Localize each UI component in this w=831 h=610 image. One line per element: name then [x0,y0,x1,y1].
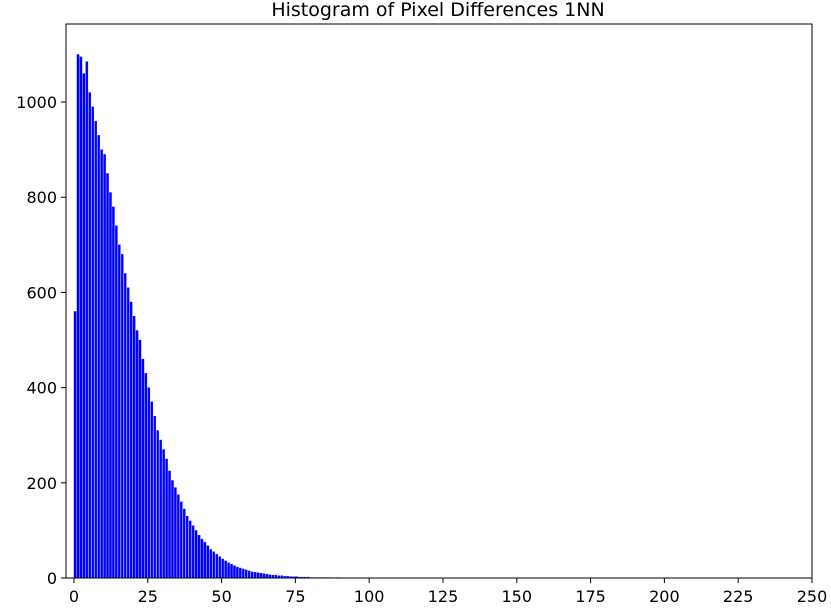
bar [236,566,239,579]
bar [112,206,115,579]
bar [203,542,207,579]
bar [109,192,112,579]
axes-frame [65,23,813,579]
bar [168,470,171,579]
y-tick-label: 600 [26,283,57,302]
bar [250,571,254,579]
bar [227,562,230,579]
chart-title: Histogram of Pixel Differences 1NN [271,0,604,21]
bar [165,458,168,579]
y-tick-label: 200 [26,474,57,493]
bar [171,480,174,579]
bar [218,556,221,579]
bar [85,61,89,579]
bar [153,416,156,579]
x-tick-label: 200 [649,587,680,606]
bar [150,401,154,579]
bar [94,120,97,579]
bar [194,530,198,579]
bar [200,538,204,579]
bar [147,387,151,579]
bar [183,508,186,579]
x-tick-label: 0 [69,587,79,606]
bar [221,558,224,579]
bar [209,549,213,579]
bar [88,92,92,579]
bar [230,564,233,579]
y-tick-label: 800 [26,188,57,207]
bar [215,554,218,579]
bar [118,244,121,579]
bar [82,73,86,579]
bar [253,572,257,579]
bar [256,572,260,579]
bar [186,515,189,579]
x-tick-label: 150 [502,587,533,606]
bar [106,173,109,579]
bar [132,316,136,579]
x-tick-label: 125 [428,587,459,606]
bar [242,568,245,579]
bar [138,339,142,579]
bar [73,311,77,579]
bar [135,330,139,579]
bar [180,501,183,579]
bar [129,301,133,579]
bar [265,574,269,579]
bar [79,56,83,579]
x-tick-label: 175 [575,587,606,606]
bar [141,358,145,579]
bar [144,373,148,579]
bar [206,545,210,579]
bar [233,565,236,579]
bar [76,54,80,579]
bar [212,551,216,579]
x-tick-label: 225 [723,587,754,606]
bar [97,135,100,579]
bar [121,254,124,579]
bar [162,449,165,579]
bar [103,154,106,579]
bar [188,520,192,579]
bar [156,430,159,579]
bar [115,225,118,579]
bar [174,487,177,579]
bar [177,494,180,579]
bar [124,273,127,579]
bar [245,569,248,579]
bar [91,106,94,579]
y-tick-label: 400 [26,379,57,398]
bar [239,567,242,579]
x-tick-label: 250 [797,587,828,606]
bar [126,287,130,579]
bar [100,149,103,579]
bar [224,560,227,579]
bar [159,439,162,579]
bar [191,525,195,579]
bar [259,573,263,579]
bar [247,570,251,579]
bar [262,573,266,579]
y-tick-label: 1000 [16,93,57,112]
x-tick-label: 75 [285,587,305,606]
x-tick-label: 25 [138,587,158,606]
y-tick-label: 0 [47,569,57,588]
x-tick-label: 100 [354,587,385,606]
x-tick-label: 50 [211,587,231,606]
bar [197,535,201,579]
